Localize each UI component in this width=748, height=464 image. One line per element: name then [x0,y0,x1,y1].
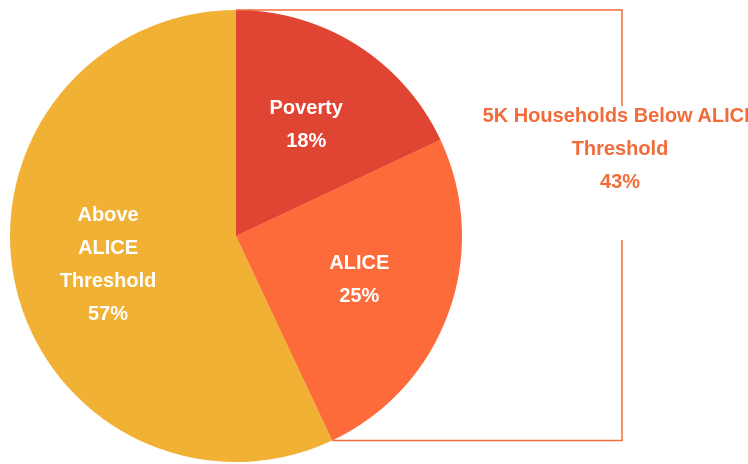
slice-value: 25% [339,285,380,308]
annotation-value: 43% [599,171,641,193]
pie-slice [236,139,462,441]
slice-value: 57% [88,302,129,325]
bracket-bottom [332,240,623,442]
slice-name: Poverty [269,97,343,120]
annotation-text: 5K Households Below ALICE Threshold [482,105,748,160]
slice-name: Above ALICE Threshold [59,203,157,292]
pie-slice [9,10,333,462]
pie-slice [236,10,441,236]
slice-name: ALICE [329,252,390,275]
slice-label: Poverty 18% [236,92,376,158]
annotation: 5K Households Below ALICE Threshold 43% [480,100,748,199]
slice-label: ALICE 25% [289,247,429,313]
slice-label: Above ALICE Threshold 57% [53,199,163,331]
bracket-top [236,9,623,106]
slice-value: 18% [286,130,327,153]
